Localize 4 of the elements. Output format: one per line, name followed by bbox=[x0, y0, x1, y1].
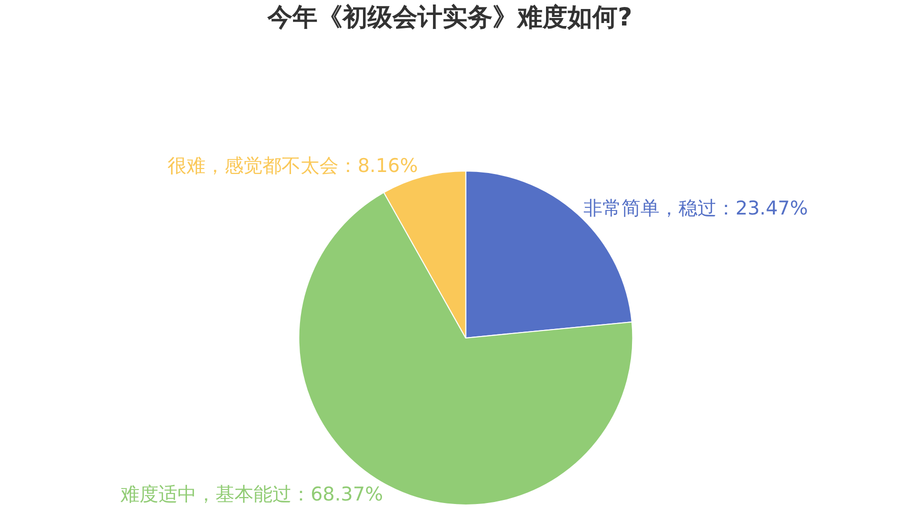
slice-label: 非常简单，稳过：23.47% bbox=[583, 197, 808, 220]
slice-label: 很难，感觉都不太会：8.16% bbox=[168, 155, 418, 178]
slice-label: 难度适中，基本能过：68.37% bbox=[120, 484, 384, 506]
chart-title: 今年《初级会计实务》难度如何? bbox=[266, 2, 632, 32]
